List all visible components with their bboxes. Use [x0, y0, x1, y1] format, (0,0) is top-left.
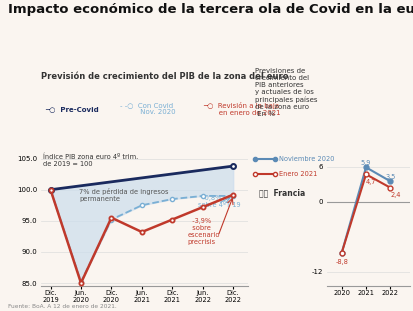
Text: Índice PIB zona euro 4º trim.
de 2019 = 100: Índice PIB zona euro 4º trim. de 2019 = …	[43, 153, 138, 167]
Text: 🇫🇷  Francia: 🇫🇷 Francia	[258, 188, 304, 197]
Text: Impacto económico de la tercera ola de Covid en la eurozona: Impacto económico de la tercera ola de C…	[8, 3, 413, 16]
Text: 5,9: 5,9	[360, 160, 370, 166]
Text: Enero 2021: Enero 2021	[279, 171, 317, 177]
Text: Previsiones de
crecimiento del
PIB anteriores
y actuales de los
principales país: Previsiones de crecimiento del PIB anter…	[254, 68, 316, 117]
Text: Fuente: BoA. A 12 de enero de 2021.: Fuente: BoA. A 12 de enero de 2021.	[8, 304, 117, 309]
Text: 7% de pérdida de ingresos
permanente: 7% de pérdida de ingresos permanente	[79, 188, 169, 202]
Text: -3,9%
  sobre
escenario
precrisis: -3,9% sobre escenario precrisis	[187, 218, 219, 245]
Text: - -○  Con Covid
         Nov. 2020: - -○ Con Covid Nov. 2020	[120, 102, 175, 115]
Text: Previsión de crecimiento del PIB de la zona del euro: Previsión de crecimiento del PIB de la z…	[41, 72, 288, 81]
Text: Noviembre 2020: Noviembre 2020	[279, 156, 334, 162]
Text: 4,7: 4,7	[365, 179, 375, 185]
Text: 2,4: 2,4	[389, 192, 400, 198]
Text: -0,8%
sobre 4ºT 19: -0,8% sobre 4ºT 19	[198, 194, 240, 207]
Text: ─○  Revisión a la baja
       en enero de 2021: ─○ Revisión a la baja en enero de 2021	[202, 102, 280, 116]
Text: -8,8: -8,8	[335, 259, 347, 265]
Text: 3,5: 3,5	[384, 174, 394, 180]
Text: ─○  Pre-Covid: ─○ Pre-Covid	[45, 106, 99, 112]
